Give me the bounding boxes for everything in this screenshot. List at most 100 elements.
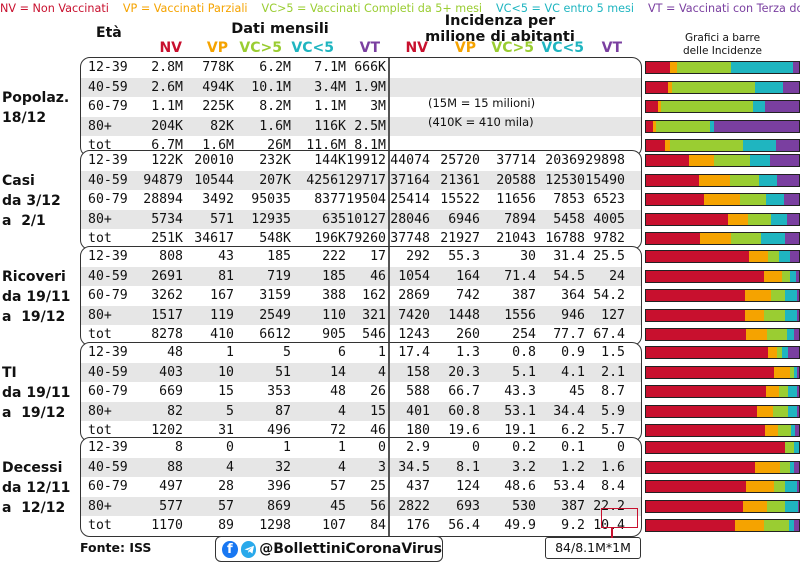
incidence-cell: 15522 [440, 192, 480, 208]
dati-cell: 48 [330, 384, 346, 400]
incidence-cell: 20.3 [448, 364, 480, 380]
dati-cell: 251K [151, 231, 183, 247]
column-divider [388, 247, 390, 345]
dati-cell: 869 [267, 498, 291, 514]
incidence-bar [645, 212, 800, 226]
bar-segment [669, 140, 744, 152]
incidence-cell: 2822 [398, 498, 430, 514]
group-panel: 12-39 48 1 5 6 1 17.4 1.3 0.8 0.9 1.5 40-59 403 10 51 1… [80, 342, 642, 442]
table-row: tot 1170 89 1298 107 84 176 56.4 49.9 9.2 10.4 [81, 516, 641, 536]
age-cell: 12-39 [88, 345, 128, 360]
bar-segment [765, 386, 780, 398]
incidence-cell: 30 [520, 249, 536, 264]
bar-segment [793, 366, 798, 378]
dati-cell: 353 [267, 384, 291, 400]
bar-segment [646, 347, 768, 358]
bar-segment [773, 405, 788, 417]
incidence-bar [645, 519, 800, 533]
incidence-cell [565, 78, 625, 98]
dati-cell: 1.6M [202, 138, 234, 154]
dati-cell: 84 [370, 518, 386, 534]
incidence-cell: 0.9 [561, 345, 585, 360]
column-header-inc: VC<5 [541, 40, 584, 56]
dati-cell: 8 [175, 440, 183, 455]
bar-segment [773, 481, 785, 493]
age-cell: 60-79 [88, 479, 128, 495]
table-row: 40-59 88 4 32 4 3 34.5 8.1 3.2 1.2 1.6 [81, 457, 641, 478]
dati-cell: 82K [210, 118, 234, 134]
dati-cell: 10544 [194, 172, 234, 188]
incidence-cell: 54.2 [593, 288, 625, 304]
incidence-cell: 21361 [440, 172, 480, 188]
bar-segment [790, 251, 799, 262]
incidence-cell: 1243 [398, 327, 430, 343]
dati-cell: 6 [338, 345, 346, 360]
bar-segment [671, 81, 756, 93]
table-row: 40-59 2691 81 719 185 46 1054 164 71.4 54.5 24 [81, 266, 641, 287]
incidence-bar [645, 289, 800, 303]
bar-segment [646, 405, 757, 417]
incidence-cell: 437 [406, 479, 430, 495]
dati-cell: 10127 [346, 211, 386, 227]
dati-cell: 32 [275, 459, 291, 475]
note-mila: (410K = 410 mila) [428, 115, 534, 129]
incidence-cell: 5.7 [601, 423, 625, 439]
dati-cell: 321 [362, 307, 386, 323]
incidence-cell: 66.7 [448, 384, 480, 400]
bar-segment [798, 500, 799, 512]
bar-segment [739, 194, 767, 206]
bar-segment [735, 520, 764, 532]
incidence-cell: 15490 [585, 172, 625, 188]
bar-segment [791, 425, 796, 437]
incidence-bar [645, 346, 800, 359]
dati-cell: 56 [370, 498, 386, 514]
dati-cell: 72 [330, 423, 346, 439]
incidence-cell: 6946 [448, 211, 480, 227]
dati-cell: 8.1M [354, 138, 386, 154]
dati-cell: 46 [370, 423, 386, 439]
bar-segment [783, 81, 799, 93]
dati-cell: 2549 [259, 307, 291, 323]
dati-cell: 5 [283, 345, 291, 360]
dati-cell: 6.2M [259, 60, 291, 75]
dati-cell: 57 [218, 498, 234, 514]
column-divider [388, 438, 390, 536]
bar-segment [776, 347, 783, 358]
incidence-cell: 53.4 [553, 479, 585, 495]
dati-cell: 8.2M [259, 99, 291, 115]
dati-cell: 7.1M [314, 60, 346, 75]
bar-segment [646, 270, 764, 282]
bar-segment [796, 270, 799, 282]
incidence-cell: 1054 [398, 268, 430, 284]
dati-cell: 548K [259, 231, 291, 247]
incidence-cell: 49.9 [504, 518, 536, 534]
incidence-bar [645, 173, 800, 187]
bar-segment [646, 481, 746, 493]
fonte-label: Fonte: ISS [80, 540, 152, 555]
incidence-cell [420, 58, 480, 78]
age-cell: 12-39 [88, 440, 128, 455]
dati-cell: 1202 [151, 423, 183, 439]
incidence-bar [645, 460, 800, 474]
incidence-cell: 9.2 [561, 518, 585, 534]
bar-segment [790, 461, 794, 473]
group-label-line: Decessi [2, 460, 63, 476]
bar-segment [731, 62, 794, 73]
bar-segment [709, 120, 714, 132]
dati-cell: 207K [259, 172, 291, 188]
dati-cell: 4 [338, 403, 346, 419]
bar-segment [658, 101, 661, 113]
bar-segment [670, 62, 678, 73]
bar-segment [664, 140, 670, 152]
incidence-cell: 11656 [496, 192, 536, 208]
dati-cell: 204K [151, 118, 183, 134]
incidence-bar [645, 499, 800, 513]
bar-segment [782, 347, 789, 358]
legend-item: VT = Vaccinati con Terza dose [648, 2, 800, 15]
bar-segment [652, 120, 656, 132]
incidence-cell: 693 [456, 498, 480, 514]
dati-cell: 666K [354, 60, 386, 75]
bar-segment [776, 140, 799, 152]
column-header-dati: NV [159, 40, 182, 56]
dati-cell: 119 [210, 307, 234, 323]
